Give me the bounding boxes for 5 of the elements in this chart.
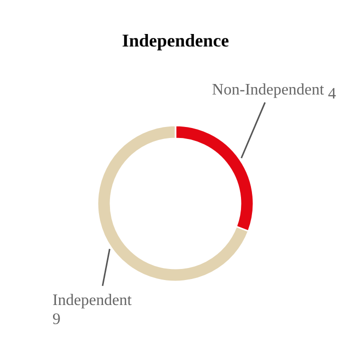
data-label: 4 (328, 85, 336, 102)
slice-label: Independent (52, 292, 132, 309)
data-label: 9 (52, 310, 61, 328)
slice-label: Non-Independent (212, 81, 325, 98)
chart-title: Independence (122, 30, 230, 50)
